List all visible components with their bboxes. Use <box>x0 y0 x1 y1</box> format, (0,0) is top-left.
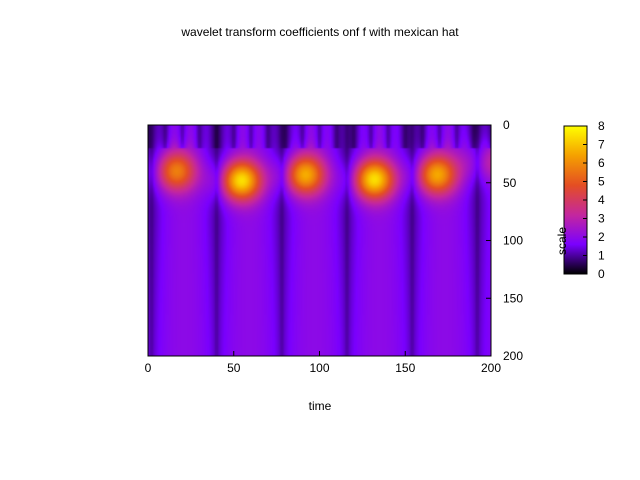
y-axis-ticks: 0 50 100 150 200 <box>486 118 523 363</box>
y-tick-label: 200 <box>503 349 523 363</box>
x-tick-label: 0 <box>145 361 152 375</box>
colorbar-tick-label: 8 <box>598 119 605 133</box>
x-tick-label: 150 <box>395 361 415 375</box>
y-axis-label: scale <box>555 227 569 255</box>
colorbar-tick-label: 6 <box>598 156 605 170</box>
x-axis-label: time <box>309 399 332 413</box>
x-tick-label: 100 <box>309 361 329 375</box>
colorbar-tick-label: 5 <box>598 175 605 189</box>
colorbar-tick-label: 2 <box>598 230 605 244</box>
colorbar-tick-label: 0 <box>598 267 605 281</box>
y-tick-label: 100 <box>503 234 523 248</box>
x-tick-label: 50 <box>227 361 241 375</box>
x-axis-ticks: 0 50 100 150 200 <box>145 351 501 375</box>
colorbar-ticks: 0 1 2 3 4 5 6 7 8 <box>583 119 605 281</box>
chart-title: wavelet transform coefficients onf f wit… <box>180 25 459 39</box>
colorbar-tick-label: 3 <box>598 212 605 226</box>
y-tick-label: 50 <box>503 176 517 190</box>
colorbar-tick-label: 4 <box>598 193 605 207</box>
colorbar-tick-label: 1 <box>598 249 605 263</box>
x-tick-label: 200 <box>481 361 501 375</box>
colorbar-tick-label: 7 <box>598 138 605 152</box>
y-tick-label: 0 <box>503 118 510 132</box>
y-tick-label: 150 <box>503 291 523 305</box>
heatmap-image <box>148 125 491 356</box>
